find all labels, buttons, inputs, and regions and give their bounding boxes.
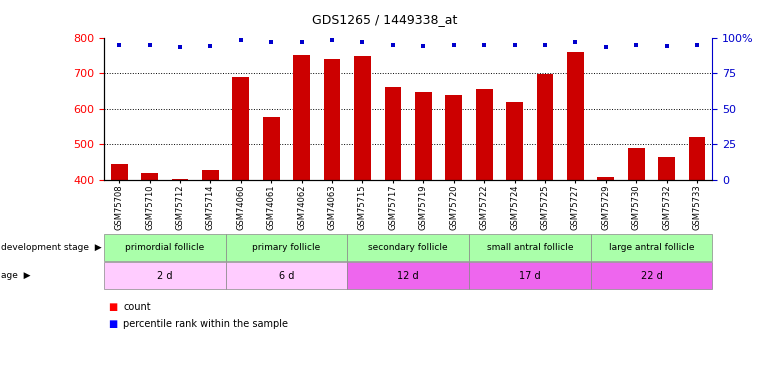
Bar: [263, 117, 280, 180]
Bar: [172, 179, 189, 180]
Bar: [445, 95, 462, 180]
Text: 12 d: 12 d: [397, 271, 419, 280]
Point: [508, 42, 521, 48]
Text: GDS1265 / 1449338_at: GDS1265 / 1449338_at: [313, 13, 457, 26]
Bar: [658, 157, 675, 180]
Point: [691, 42, 703, 48]
Text: small antral follicle: small antral follicle: [487, 243, 573, 252]
Text: 17 d: 17 d: [519, 271, 541, 280]
Bar: [233, 77, 249, 180]
Bar: [293, 56, 310, 180]
Point: [357, 39, 369, 45]
Text: secondary follicle: secondary follicle: [368, 243, 448, 252]
Point: [326, 38, 338, 44]
Bar: [384, 87, 401, 180]
Text: large antral follicle: large antral follicle: [608, 243, 695, 252]
Bar: [111, 164, 128, 180]
Text: age  ▶: age ▶: [1, 271, 30, 280]
Bar: [598, 177, 614, 180]
Text: development stage  ▶: development stage ▶: [1, 243, 102, 252]
Bar: [141, 173, 158, 180]
Text: 6 d: 6 d: [279, 271, 294, 280]
Point: [417, 43, 430, 49]
Point: [113, 42, 126, 48]
Text: ■: ■: [108, 302, 117, 312]
Text: primary follicle: primary follicle: [253, 243, 320, 252]
Point: [235, 38, 247, 44]
Point: [478, 42, 490, 48]
Bar: [323, 59, 340, 180]
Bar: [537, 74, 554, 180]
Bar: [354, 56, 371, 180]
Text: count: count: [123, 302, 151, 312]
Point: [661, 43, 673, 49]
Point: [569, 39, 581, 45]
Bar: [202, 170, 219, 180]
Point: [174, 45, 186, 51]
Point: [539, 42, 551, 48]
Point: [265, 39, 277, 45]
Bar: [476, 89, 493, 180]
Point: [296, 39, 308, 45]
Bar: [415, 92, 432, 180]
Text: 22 d: 22 d: [641, 271, 662, 280]
Bar: [628, 148, 644, 180]
Point: [143, 42, 156, 48]
Bar: [506, 102, 523, 180]
Text: percentile rank within the sample: percentile rank within the sample: [123, 319, 288, 328]
Point: [600, 45, 612, 51]
Point: [447, 42, 460, 48]
Text: primordial follicle: primordial follicle: [126, 243, 204, 252]
Point: [204, 43, 216, 49]
Bar: [567, 52, 584, 180]
Bar: [688, 137, 705, 180]
Text: ■: ■: [108, 319, 117, 328]
Point: [387, 42, 399, 48]
Text: 2 d: 2 d: [157, 271, 172, 280]
Point: [630, 42, 642, 48]
